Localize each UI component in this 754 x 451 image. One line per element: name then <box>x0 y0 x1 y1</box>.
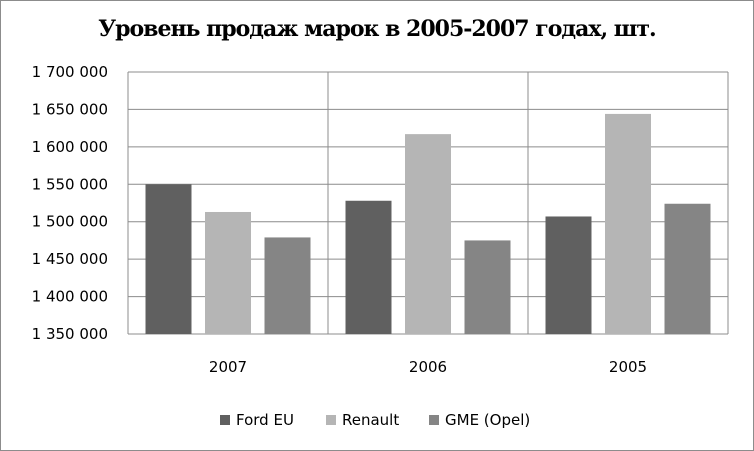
bar <box>345 200 392 334</box>
y-tick-label: 1 400 000 <box>32 288 108 306</box>
y-tick-label: 1 550 000 <box>32 175 108 193</box>
bar <box>664 203 711 334</box>
bar <box>205 211 251 334</box>
legend-swatch <box>429 415 439 425</box>
legend-item: Ford EU <box>220 408 294 432</box>
y-tick-label: 1 500 000 <box>32 213 108 231</box>
bar <box>464 240 511 334</box>
legend-label: Renault <box>342 411 400 429</box>
legend-label: Ford EU <box>236 411 294 429</box>
bar <box>145 184 192 334</box>
chart-legend: Ford EU Renault GME (Opel) <box>0 408 754 432</box>
y-tick-label: 1 700 000 <box>32 63 108 81</box>
bar <box>264 237 311 334</box>
x-tick-label: 2006 <box>409 358 447 376</box>
legend-label: GME (Opel) <box>445 411 531 429</box>
bar <box>545 216 592 334</box>
legend-swatch <box>220 415 230 425</box>
x-tick-label: 2007 <box>209 358 247 376</box>
y-tick-label: 1 450 000 <box>32 250 108 268</box>
legend-swatch <box>326 415 336 425</box>
bar <box>605 113 651 334</box>
legend-item: GME (Opel) <box>429 408 530 432</box>
x-tick-label: 2005 <box>609 358 647 376</box>
chart-title: Уровень продаж марок в 2005-2007 годах, … <box>98 16 656 42</box>
y-tick-label: 1 650 000 <box>32 100 108 118</box>
y-tick-label: 1 350 000 <box>32 325 108 343</box>
legend-item: Renault <box>326 408 399 432</box>
y-tick-label: 1 600 000 <box>32 138 108 156</box>
bar <box>405 134 451 334</box>
